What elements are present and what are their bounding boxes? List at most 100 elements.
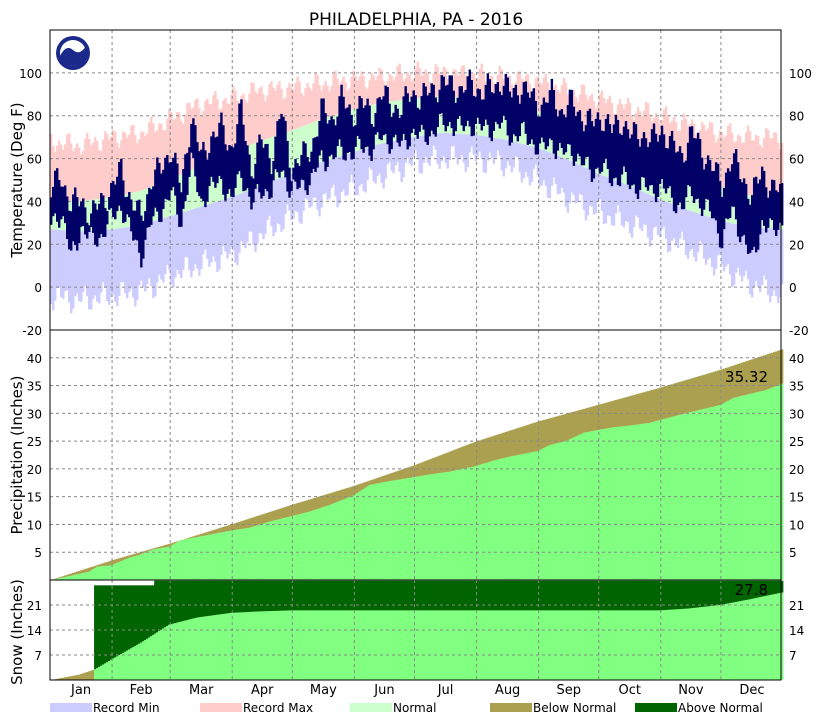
snow-observed-bar <box>614 610 618 680</box>
precip-observed-bar <box>556 443 560 580</box>
observed-temp-bar <box>224 144 227 201</box>
record-min-bar <box>380 143 383 183</box>
record-max-bar <box>52 146 55 200</box>
record-max-bar <box>664 106 668 166</box>
precip-observed-bar <box>304 512 307 580</box>
snow-observed-bar <box>272 610 275 680</box>
precip-observed-bar <box>456 469 459 580</box>
precip-observed-bar <box>378 483 381 580</box>
record-min-bar <box>84 231 87 287</box>
record-min-bar <box>684 209 688 256</box>
record-min-bar <box>496 138 500 151</box>
record-min-bar <box>280 177 283 232</box>
month-label: Jan <box>70 683 91 698</box>
precip-departure-bar <box>258 515 261 525</box>
record-min-bar <box>108 229 111 305</box>
snow-departure-bar <box>152 585 155 635</box>
y-tick-label-left: 21 <box>27 599 42 613</box>
precip-departure-bar <box>666 385 670 418</box>
record-min-bar <box>326 160 329 200</box>
snow-observed-bar <box>384 610 387 680</box>
precip-departure-bar <box>586 407 590 432</box>
precip-departure-bar <box>64 575 67 577</box>
observed-temp-bar <box>186 152 189 195</box>
observed-temp-bar <box>102 195 105 237</box>
record-max-bar <box>738 136 742 193</box>
snow-observed-bar <box>256 611 259 680</box>
record-min-bar <box>116 228 119 307</box>
record-max-bar <box>478 68 481 100</box>
record-min-bar <box>114 228 117 302</box>
record-min-bar <box>492 137 496 164</box>
y-tick-label-left: 30 <box>27 407 42 421</box>
observed-temp-bar <box>276 121 279 173</box>
snow-observed-bar <box>568 610 572 680</box>
precip-departure-bar <box>154 547 157 550</box>
observed-temp-bar <box>442 76 445 126</box>
record-min-bar <box>522 144 526 179</box>
snow-departure-bar <box>716 580 720 606</box>
record-min-bar <box>550 153 554 186</box>
precip-observed-bar <box>470 466 473 580</box>
record-min-bar <box>198 207 201 276</box>
observed-temp-bar <box>84 207 87 235</box>
precip-departure-bar <box>522 426 526 454</box>
observed-temp-bar <box>216 136 219 184</box>
snow-departure-bar <box>114 585 117 658</box>
y-tick-label-right: 5 <box>789 546 797 560</box>
observed-temp-bar <box>382 96 385 136</box>
record-max-bar <box>252 82 255 144</box>
precip-departure-bar <box>474 441 477 467</box>
snow-departure-bar <box>256 580 259 612</box>
record-min-bar <box>330 159 333 188</box>
snow-observed-bar <box>572 610 576 680</box>
observed-temp-bar <box>252 178 255 203</box>
legend-label: Above Normal <box>678 701 763 715</box>
legend-item: Normal <box>350 701 436 715</box>
observed-temp-bar <box>566 105 570 144</box>
record-min-bar <box>232 196 235 251</box>
normal-range-bar <box>298 127 301 171</box>
precip-observed-bar <box>476 465 479 580</box>
snow-observed-bar <box>140 642 143 680</box>
snow-observed-bar <box>186 620 189 680</box>
record-max-bar <box>164 129 167 182</box>
precip-departure-bar <box>744 361 748 395</box>
snow-departure-bar <box>702 580 706 607</box>
snow-departure-bar <box>492 580 496 611</box>
precip-observed-bar <box>110 565 113 580</box>
y-tick-label-left: 10 <box>27 518 42 532</box>
record-min-bar <box>724 222 728 267</box>
record-min-bar <box>512 141 516 168</box>
snow-observed-bar <box>194 618 197 680</box>
snow-observed-bar <box>106 662 109 680</box>
observed-temp-bar <box>78 206 81 244</box>
record-min-bar <box>776 229 780 304</box>
precip-observed-bar <box>170 545 173 580</box>
snow-departure-bar <box>744 580 748 601</box>
snow-observed-bar <box>504 610 508 680</box>
observed-temp-bar <box>114 184 117 220</box>
precip-departure-bar <box>316 497 319 509</box>
snow-observed-bar <box>720 604 724 680</box>
observed-temp-bar <box>122 180 125 224</box>
record-max-bar <box>350 76 353 110</box>
record-max-bar <box>156 130 159 185</box>
record-min-bar <box>728 223 732 275</box>
snow-observed-bar <box>652 610 656 680</box>
snow-observed-bar <box>318 610 321 680</box>
snow-departure-bar <box>234 580 237 613</box>
snow-departure-bar <box>74 675 77 680</box>
snow-departure-bar <box>212 580 215 616</box>
snow-departure-bar <box>520 580 524 611</box>
snow-departure-bar <box>648 580 652 611</box>
precip-observed-bar <box>632 425 636 580</box>
precip-departure-bar <box>764 354 768 390</box>
record-min-bar <box>636 189 640 218</box>
observed-temp-bar <box>278 119 281 178</box>
precip-observed-bar <box>526 453 530 580</box>
snow-observed-bar <box>440 610 443 680</box>
snow-departure-bar <box>496 580 500 611</box>
precip-departure-bar <box>70 573 73 576</box>
record-min-bar <box>208 204 211 267</box>
